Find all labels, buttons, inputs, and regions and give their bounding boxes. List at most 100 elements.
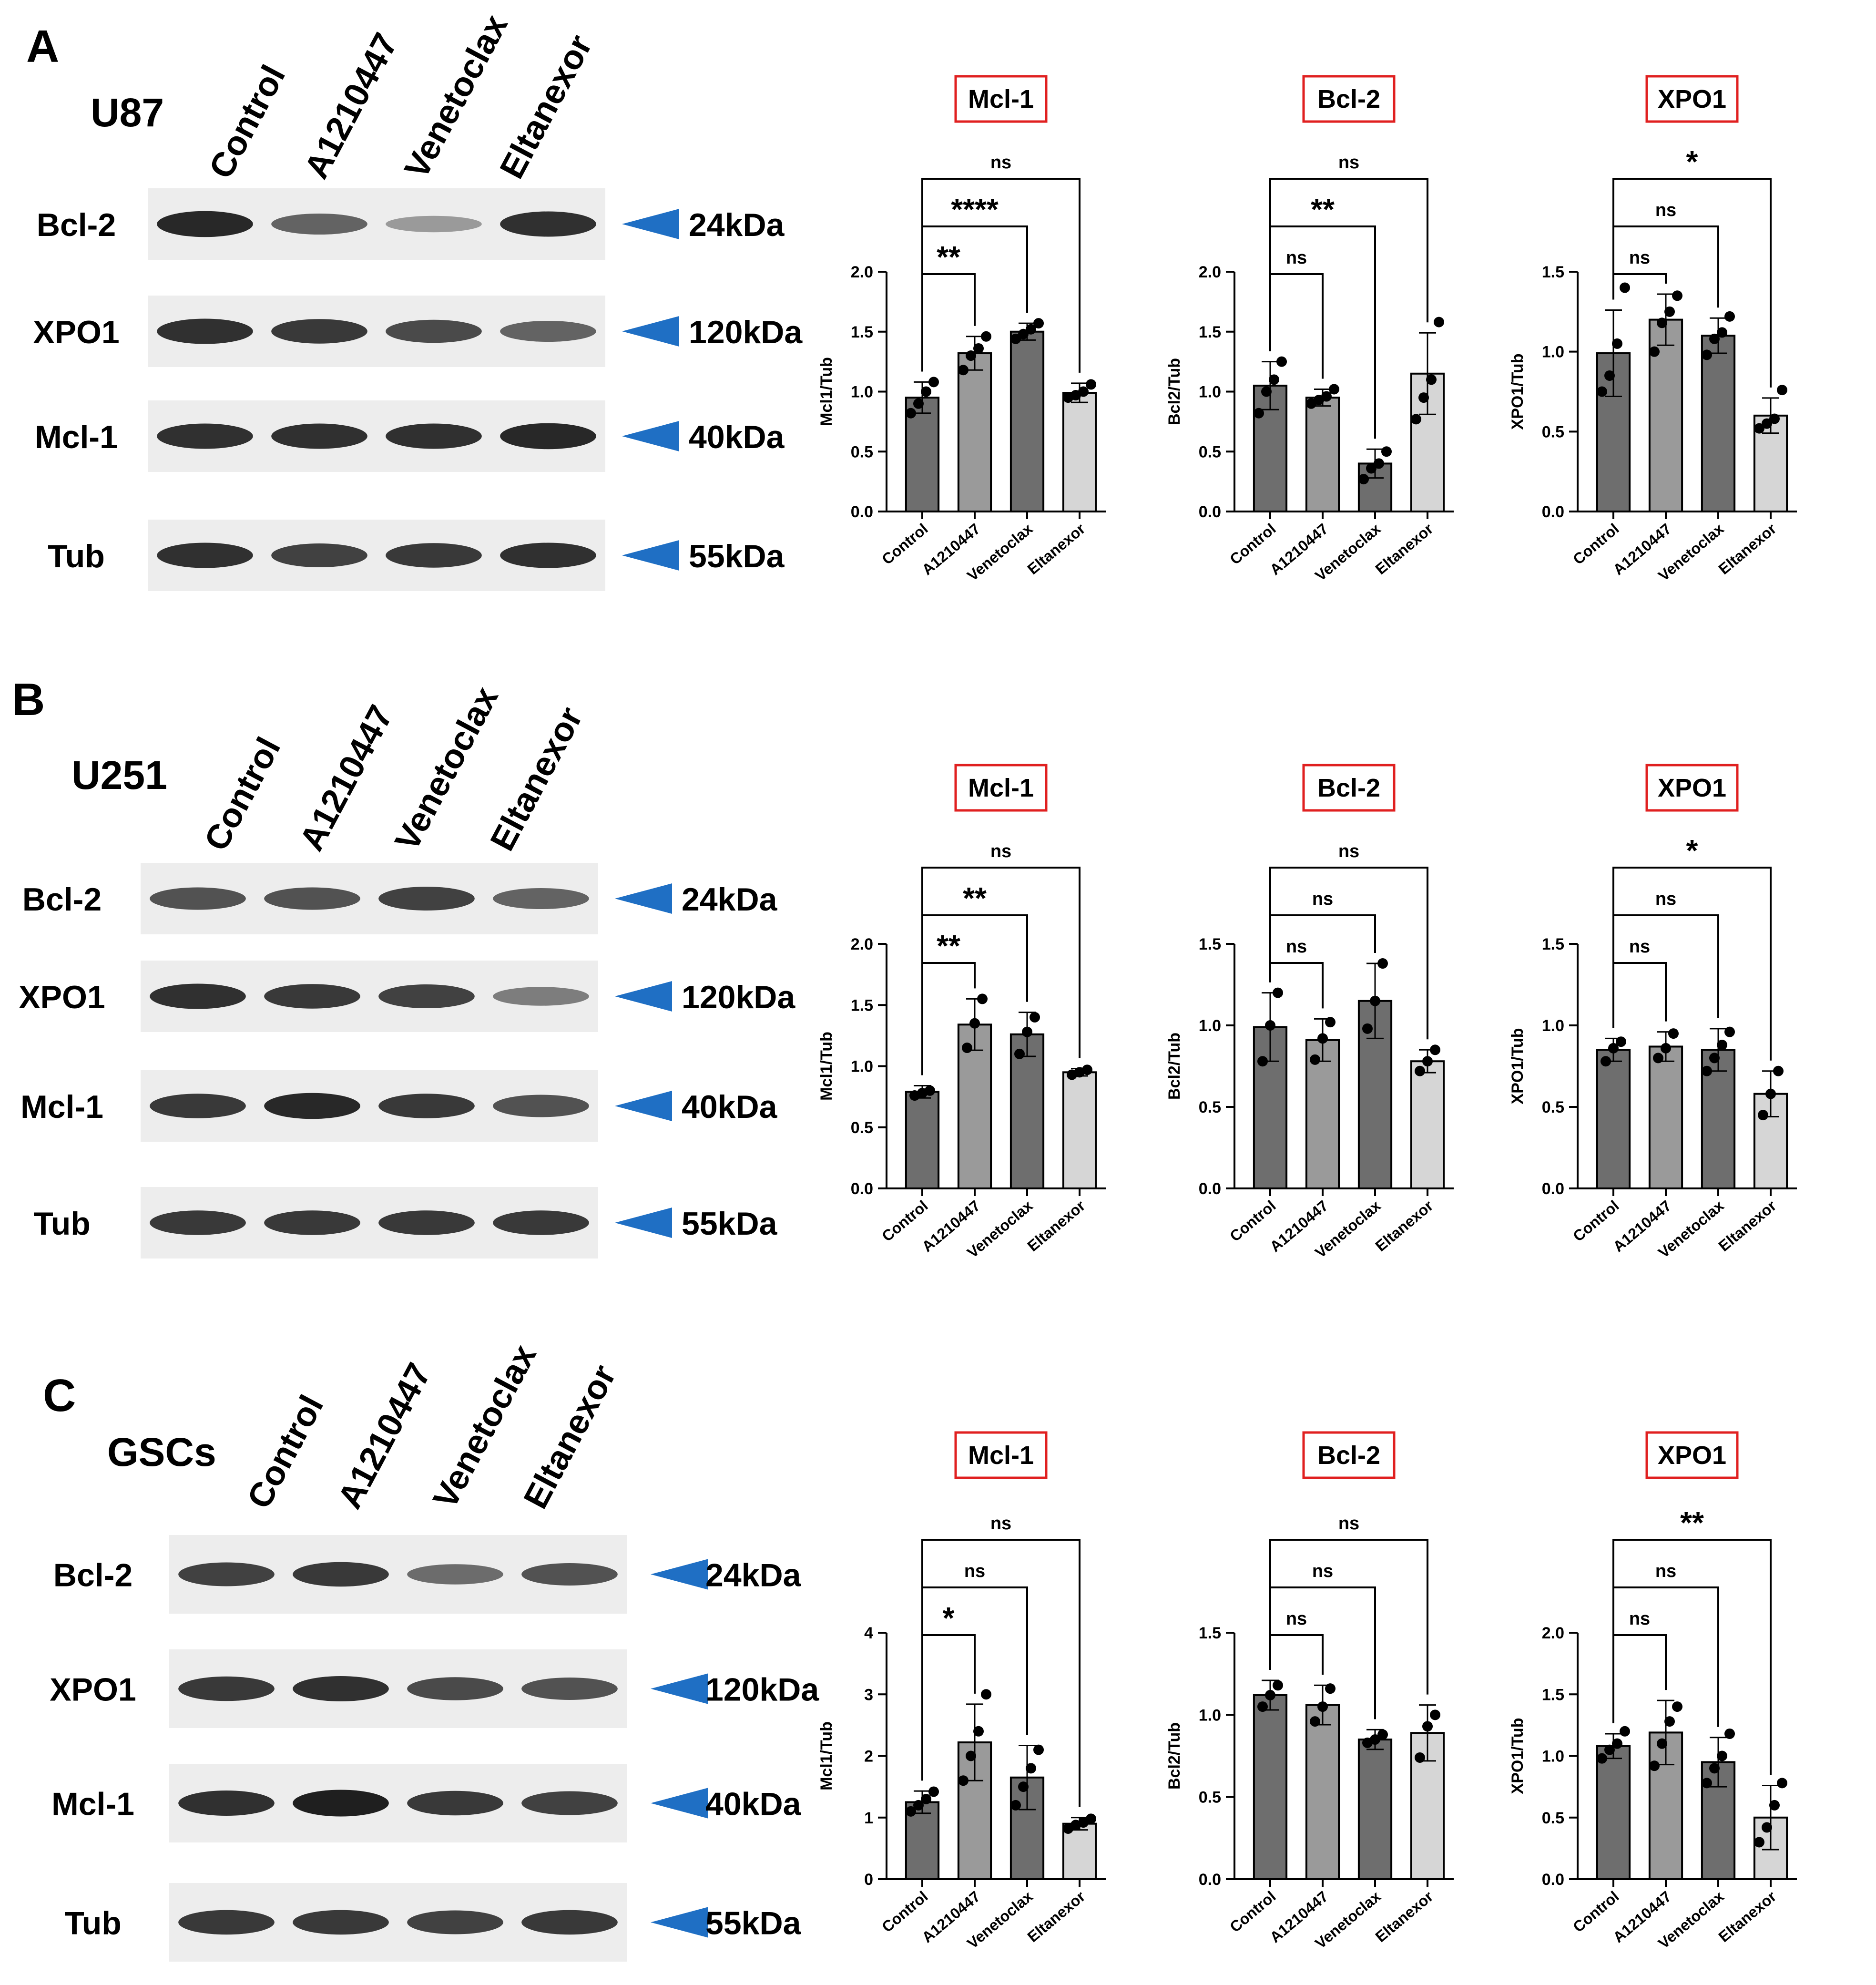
data-point	[1661, 1043, 1671, 1054]
western-blot-strip	[141, 1070, 598, 1142]
data-point	[1773, 1065, 1784, 1076]
cell-line-label: U251	[71, 753, 167, 798]
blot-band	[386, 423, 482, 449]
y-tick-label: 0.5	[1199, 1789, 1221, 1807]
blot-band	[521, 1791, 618, 1815]
y-tick-label: 0.0	[1542, 503, 1564, 521]
blot-band	[293, 1562, 389, 1587]
data-point	[1758, 1110, 1768, 1121]
bar	[1009, 330, 1045, 512]
data-point	[1777, 1778, 1787, 1789]
bar	[1009, 1033, 1045, 1190]
significance-bracket	[1612, 1539, 1772, 1775]
panel-letter: A	[26, 21, 59, 72]
data-point	[1597, 1753, 1607, 1764]
data-point	[1608, 1043, 1619, 1054]
y-tick-label: 1.0	[851, 1058, 873, 1076]
y-tick-label: 1.0	[1199, 383, 1221, 401]
data-point	[1362, 1023, 1373, 1034]
data-point	[1310, 1716, 1320, 1727]
blot-band	[264, 1093, 360, 1119]
data-point	[921, 386, 931, 397]
y-tick-label: 0.0	[1199, 503, 1221, 521]
data-point	[1257, 1701, 1268, 1712]
blot-row-label: Mcl-1	[35, 419, 118, 455]
y-tick-label: 0.0	[851, 1180, 873, 1198]
kda-label: 120kDa	[689, 314, 803, 350]
data-point	[1033, 1744, 1044, 1755]
kda-label: 40kDa	[682, 1089, 778, 1125]
significance-label: ns	[964, 1561, 985, 1581]
chart-title-box	[1302, 75, 1396, 123]
data-point	[1381, 446, 1392, 457]
blot-band	[521, 1910, 618, 1935]
significance-label: ns	[1655, 200, 1676, 220]
y-tick-label: 3	[864, 1686, 873, 1704]
data-point	[928, 1786, 939, 1797]
data-point	[1026, 1763, 1036, 1774]
chart-title-box	[954, 1431, 1048, 1479]
chart-title-box	[954, 764, 1048, 812]
blot-band	[500, 423, 596, 450]
data-point	[1265, 1689, 1275, 1700]
blot-band	[178, 1562, 275, 1586]
blot-band	[157, 318, 253, 344]
molecular-weight-arrow	[615, 981, 672, 1012]
significance-label: **	[1680, 1505, 1704, 1540]
data-point	[1672, 290, 1682, 301]
blot-band	[150, 983, 246, 1009]
y-tick-label: 1.0	[1199, 1017, 1221, 1035]
blot-band	[178, 1676, 275, 1701]
blot-row-label: XPO1	[33, 314, 119, 350]
data-point	[925, 1085, 935, 1096]
y-tick-label: 1.5	[1542, 1686, 1564, 1704]
significance-bracket	[921, 178, 1081, 373]
data-point	[1717, 327, 1727, 338]
y-axis-label: XPO1/Tub	[1509, 1028, 1527, 1105]
data-point	[1672, 1701, 1682, 1712]
y-axis-label: Bcl2/Tub	[1165, 358, 1183, 425]
significance-label: ns	[1629, 248, 1650, 268]
data-point	[1430, 1044, 1440, 1055]
significance-label: **	[963, 881, 987, 915]
data-point	[1273, 987, 1283, 998]
data-point	[1257, 1056, 1268, 1067]
data-point	[1597, 386, 1607, 397]
blot-row-label: XPO1	[19, 979, 105, 1015]
y-axis-label: Mcl1/Tub	[817, 1721, 836, 1791]
kda-label: 24kDa	[689, 207, 785, 243]
data-point	[1612, 1738, 1622, 1749]
blot-band	[493, 987, 589, 1006]
molecular-weight-arrow	[622, 540, 679, 571]
blot-band	[150, 1210, 246, 1235]
chart-title-box	[1645, 1431, 1739, 1479]
y-tick-label: 1.0	[851, 383, 873, 401]
western-blot-strip	[141, 1187, 598, 1259]
western-blot-strip	[169, 1649, 627, 1728]
data-point	[1649, 1760, 1660, 1771]
data-point	[1765, 1088, 1776, 1099]
y-tick-label: 1.0	[1199, 1706, 1221, 1724]
data-point	[1411, 414, 1421, 425]
significance-label: **	[1311, 192, 1335, 226]
data-point	[1762, 418, 1772, 429]
panel-letter: B	[12, 674, 45, 725]
western-blot-strip	[169, 1883, 627, 1962]
data-point	[1430, 1709, 1440, 1720]
kda-label: 120kDa	[682, 979, 795, 1015]
blot-band	[407, 1564, 503, 1585]
data-point	[1717, 1040, 1727, 1051]
bar	[957, 352, 992, 513]
blot-band	[521, 1678, 618, 1700]
significance-label: **	[937, 929, 960, 963]
data-point	[1321, 391, 1332, 402]
data-point	[1724, 311, 1735, 322]
blot-band	[386, 319, 482, 343]
y-tick-label: 0	[864, 1871, 873, 1889]
data-point	[1657, 1738, 1667, 1749]
significance-bracket	[1269, 867, 1428, 1040]
significance-label: ns	[1655, 889, 1676, 909]
blot-row-label: Mcl-1	[51, 1786, 134, 1822]
data-point	[1769, 413, 1780, 424]
y-tick-label: 1	[864, 1809, 873, 1827]
